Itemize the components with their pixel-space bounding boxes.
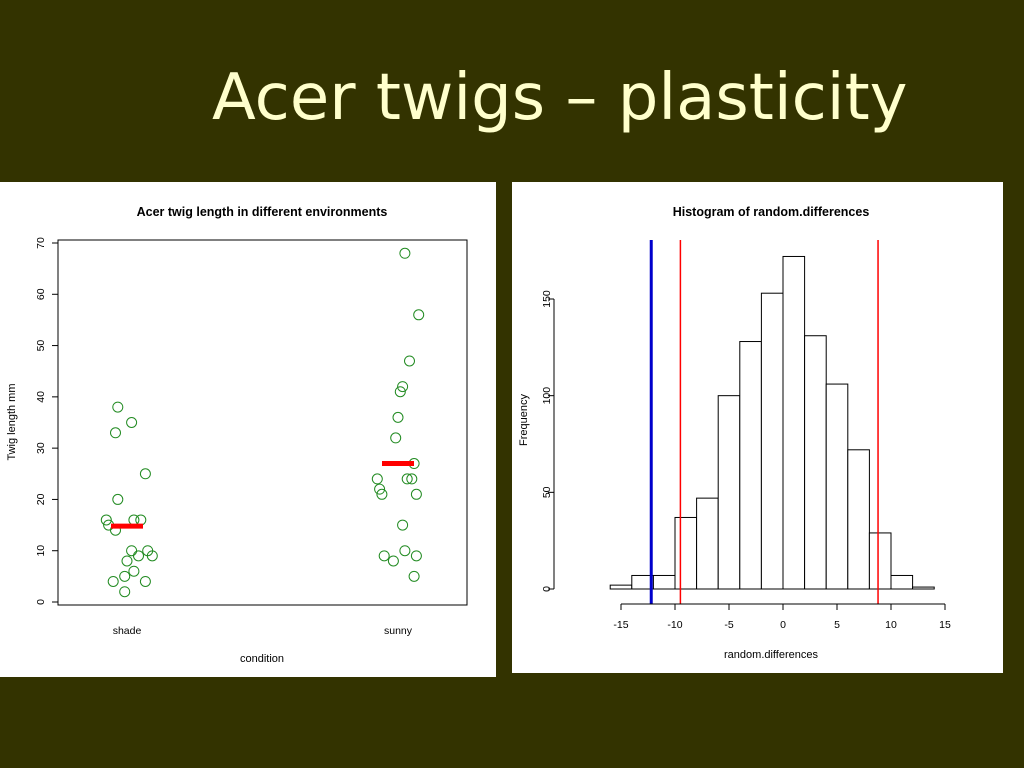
histogram-bar [717,395,741,590]
histogram-bar [782,255,806,590]
y-tick-label: 0 [541,586,553,592]
histogram-y-axis: 0 50 100 150 [541,290,555,592]
histogram-bar [652,574,676,590]
data-point-sunny [390,432,402,444]
data-point-shade [112,493,124,505]
histogram-bar [912,586,935,590]
histogram-y-label: Frequency [518,394,530,446]
y-tick-label: 50 [541,486,553,498]
data-point-shade [139,575,151,587]
data-point-sunny [410,550,422,562]
histogram-bar [804,335,827,590]
histogram-chart: Histogram of random.differences 05010015… [518,205,951,661]
histogram-reference-lines [649,240,879,604]
x-tick-label: 15 [939,619,951,631]
histogram-bar [609,584,633,590]
data-point-shade [135,514,147,526]
histogram-bar [760,292,784,590]
histogram-bar [739,341,762,590]
x-tick-label: -5 [724,619,733,631]
x-tick-label: 10 [885,619,897,631]
scatter-chart-panel: Acer twig length in different environmen… [0,182,496,677]
data-point-shade [112,401,124,413]
scatter-chart-title: Acer twig length in different environmen… [137,205,388,219]
data-point-sunny [397,381,409,393]
histogram-bar [868,532,892,590]
data-point-sunny [401,473,413,485]
histogram-bar [696,497,719,590]
scatter-points [100,247,425,598]
data-point-shade [146,550,158,562]
histogram-chart-panel: Histogram of random.differences 0 50 100 15… [512,182,1003,673]
data-point-shade [128,565,140,577]
histogram-x-axis: -15 -10 -5 0 5 10 15 [613,603,951,631]
histogram-bar [847,449,870,590]
histogram-title: Histogram of random.differences [673,205,870,219]
data-point-sunny [378,550,390,562]
data-point-shade [133,550,144,562]
y-tick-label: 10 [35,545,47,557]
data-point-sunny [410,488,422,500]
data-point-shade [139,468,151,480]
scatter-means [111,461,414,529]
data-point-sunny [392,411,404,423]
histogram-bar [825,383,849,590]
data-point-sunny [394,386,406,398]
data-point-shade [100,514,112,526]
data-point-sunny [387,555,399,567]
y-tick-label: 70 [35,237,47,249]
scatter-chart: Acer twig length in different environmen… [6,205,468,665]
data-point-shade [119,586,131,598]
data-point-sunny [404,355,415,367]
x-tick-label: -15 [613,619,628,631]
y-tick-label: 100 [541,387,553,405]
data-point-shade [107,575,119,587]
y-tick-label: 30 [35,442,47,454]
x-tick-label: -10 [667,619,682,631]
slide-title: Acer twigs – plasticity [212,61,908,135]
data-point-sunny [413,309,425,321]
y-tick-label: 150 [541,290,553,308]
data-point-sunny [376,488,388,500]
scatter-plot-box [57,239,468,606]
scatter-y-axis: 0 10 20 30 40 50 60 70 [35,237,59,605]
data-point-shade [126,417,138,428]
x-tick-label: 5 [834,619,840,631]
data-point-sunny [408,570,420,582]
data-point-sunny [399,247,411,259]
y-tick-label: 50 [35,340,47,352]
scatter-x-label: condition [240,653,284,665]
data-point-sunny [374,483,386,495]
histogram-bar [674,516,698,590]
histogram-x-label: random.differences [724,649,818,661]
scatter-y-label: Twig length mm [6,383,18,460]
x-tick-label-shade: shade [113,625,142,637]
histogram-bar [890,574,914,590]
scatter-x-axis: shade sunny [113,625,413,637]
data-point-shade [110,427,121,439]
data-point-sunny [371,473,383,485]
data-point-shade [126,545,138,557]
y-tick-label: 60 [35,288,47,300]
data-point-shade [119,570,131,582]
data-point-sunny [399,545,411,557]
histogram-bars [609,255,935,590]
y-tick-label: 20 [35,493,47,505]
data-point-sunny [406,473,418,485]
x-tick-label: 0 [780,619,786,631]
y-tick-label: 40 [35,391,47,403]
data-point-sunny [397,519,409,531]
x-tick-label-sunny: sunny [384,625,413,637]
data-point-shade [121,555,133,567]
y-tick-label: 0 [35,599,47,605]
